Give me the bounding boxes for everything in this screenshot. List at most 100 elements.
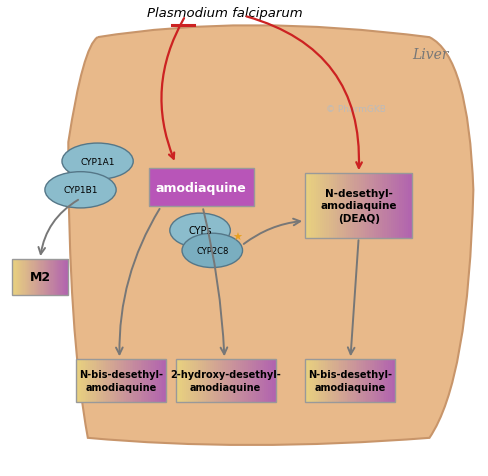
Bar — [332, 359, 334, 402]
Bar — [48, 259, 50, 295]
Bar — [18, 259, 20, 295]
Bar — [196, 359, 198, 402]
Bar — [334, 359, 336, 402]
Bar — [144, 359, 146, 402]
Bar — [38, 259, 40, 295]
Bar — [212, 359, 214, 402]
Bar — [176, 359, 276, 402]
Bar — [31, 259, 33, 295]
Bar — [356, 359, 358, 402]
Bar — [390, 359, 392, 402]
Bar — [180, 359, 182, 402]
Bar — [258, 359, 260, 402]
Bar — [21, 259, 23, 295]
Bar — [57, 259, 59, 295]
Bar — [359, 359, 362, 402]
Bar — [374, 174, 376, 238]
Bar — [54, 259, 55, 295]
Bar — [402, 174, 404, 238]
Bar — [383, 359, 385, 402]
Bar — [328, 359, 331, 402]
Bar — [309, 174, 312, 238]
Bar — [375, 359, 378, 402]
Bar — [371, 174, 374, 238]
Bar — [50, 259, 52, 295]
Bar — [366, 359, 369, 402]
Bar — [256, 359, 258, 402]
Bar — [78, 359, 80, 402]
Bar — [42, 259, 44, 295]
Bar — [64, 259, 65, 295]
Bar — [236, 359, 238, 402]
Bar — [361, 359, 363, 402]
Bar — [28, 259, 29, 295]
Bar — [321, 359, 324, 402]
Text: M2: M2 — [30, 271, 51, 284]
Bar — [385, 359, 387, 402]
Bar — [79, 359, 81, 402]
Bar — [350, 359, 352, 402]
Bar — [194, 359, 196, 402]
Bar — [198, 359, 200, 402]
Text: N-bis-desethyl-
amodiaquine: N-bis-desethyl- amodiaquine — [79, 370, 163, 392]
Bar — [320, 359, 322, 402]
Ellipse shape — [62, 144, 133, 180]
Bar — [36, 259, 38, 295]
Bar — [234, 359, 236, 402]
Bar — [222, 359, 224, 402]
Bar — [130, 359, 132, 402]
Bar — [326, 359, 329, 402]
Text: 2-hydroxy-desethyl-
amodiaquine: 2-hydroxy-desethyl- amodiaquine — [170, 370, 281, 392]
Bar — [27, 259, 28, 295]
Bar — [19, 259, 20, 295]
Bar — [218, 359, 220, 402]
Bar — [132, 359, 134, 402]
Ellipse shape — [170, 214, 230, 248]
Bar — [266, 359, 268, 402]
Bar — [365, 174, 368, 238]
Bar — [62, 259, 64, 295]
Bar — [365, 359, 367, 402]
Bar — [339, 359, 342, 402]
Bar — [305, 359, 395, 402]
Bar — [106, 359, 109, 402]
Bar — [208, 359, 210, 402]
Bar — [404, 174, 407, 238]
Bar — [348, 359, 351, 402]
Bar — [400, 174, 402, 238]
Bar — [350, 174, 353, 238]
Bar — [393, 359, 396, 402]
Bar — [41, 259, 42, 295]
Text: N-bis-desethyl-
amodiaquine: N-bis-desethyl- amodiaquine — [308, 370, 392, 392]
Bar — [90, 359, 92, 402]
Bar — [254, 359, 256, 402]
Bar — [391, 174, 393, 238]
Bar — [20, 259, 21, 295]
Bar — [85, 359, 87, 402]
Bar — [335, 174, 338, 238]
Bar — [46, 259, 47, 295]
Bar — [224, 359, 226, 402]
Bar — [53, 259, 54, 295]
Bar — [34, 259, 35, 295]
Bar — [262, 359, 264, 402]
Bar — [337, 174, 340, 238]
Bar — [67, 259, 69, 295]
Bar — [16, 259, 17, 295]
Text: ★: ★ — [233, 232, 243, 242]
Bar — [230, 359, 232, 402]
Bar — [133, 359, 136, 402]
Bar — [331, 174, 333, 238]
Bar — [121, 359, 123, 402]
Bar — [363, 174, 366, 238]
Bar — [338, 359, 340, 402]
Bar — [108, 359, 110, 402]
PathPatch shape — [68, 26, 473, 445]
Bar — [30, 259, 32, 295]
Bar — [274, 359, 276, 402]
Bar — [182, 359, 184, 402]
Bar — [163, 359, 164, 402]
Bar — [99, 359, 102, 402]
Bar — [333, 174, 336, 238]
Bar — [357, 359, 360, 402]
